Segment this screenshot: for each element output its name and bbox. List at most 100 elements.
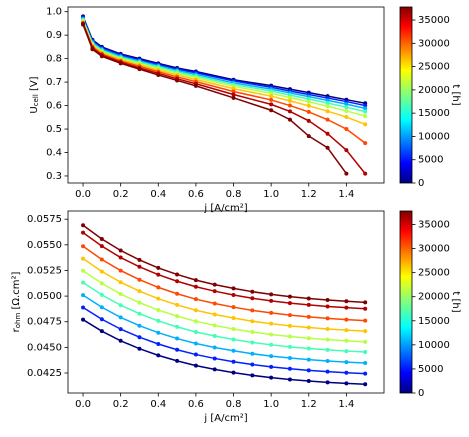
point [137,264,142,269]
point [363,109,368,114]
point [212,345,217,350]
point [250,296,255,301]
point [99,317,104,322]
point [118,255,123,260]
colorbar-tick-label: 10000 [418,131,450,142]
point [269,310,274,315]
y-tick-label: 0.5 [46,124,62,135]
point [156,265,161,270]
point [325,369,330,374]
point [287,313,292,318]
point [81,293,86,298]
axes-frame [67,210,385,394]
point [118,327,123,332]
point [344,370,349,375]
point [231,286,236,291]
colorbar-label: t [h] [450,291,461,312]
point [250,319,255,324]
point [306,357,311,362]
point [193,297,198,302]
point [344,338,349,343]
point [99,329,104,334]
y-axis-label-part: cell [32,94,40,106]
point [193,319,198,324]
point [175,279,180,284]
point [306,368,311,373]
point [212,367,217,372]
point [156,272,161,277]
point [287,377,292,382]
point [193,363,198,368]
point [193,284,198,289]
point [81,256,86,261]
series-line [82,319,366,386]
x-tick-label: 1.2 [301,189,317,200]
y-tick-label: 0.0425 [27,368,62,379]
point [306,325,311,330]
point [363,329,368,334]
y-tick-label: 0.0450 [27,342,62,353]
x-tick-label: 1.2 [301,399,317,410]
colorbar [399,6,413,184]
colorbar-tick-label: 15000 [418,316,450,327]
point [212,289,217,294]
point [325,316,330,321]
point [344,105,349,110]
point [137,67,142,72]
point [156,318,161,323]
series-line [82,23,366,175]
point [325,131,330,136]
point [363,103,368,108]
point [344,115,349,120]
point [193,83,198,88]
point [231,95,236,100]
point [325,337,330,342]
series-line [82,257,366,332]
point [344,381,349,386]
y-tick-label: 0.9 [46,30,62,41]
point [306,296,311,301]
point [344,299,349,304]
x-tick-label: 0.4 [150,399,166,410]
point [118,303,123,308]
point [99,54,104,59]
point [306,96,311,101]
point [269,354,274,359]
point [118,248,123,253]
point [118,268,123,273]
x-tick-label: 1.4 [338,399,354,410]
point [231,327,236,332]
point [231,86,236,91]
point [306,346,311,351]
y-tick-label: 0.3 [46,171,62,182]
point [325,347,330,352]
point [344,148,349,153]
point [137,323,142,328]
point [287,294,292,299]
point [250,289,255,294]
y-tick-label: 1.0 [46,7,62,18]
y-axis-label-part: r [11,327,22,332]
point [81,305,86,310]
point [269,91,274,96]
point [269,342,274,347]
point [344,171,349,176]
point [269,332,274,337]
x-tick-label: 0.2 [113,189,129,200]
point [81,223,86,228]
point [231,89,236,94]
point [287,344,292,349]
point [81,280,86,285]
point [363,371,368,376]
series-line [82,245,366,322]
point [250,362,255,367]
point [306,302,311,307]
y-tick-label: 0.0475 [27,317,62,328]
point [175,314,180,319]
point [344,108,349,113]
point [306,314,311,319]
point [193,352,198,357]
x-tick-label: 0.0 [75,189,91,200]
colorbar-tick-label: 15000 [418,108,450,119]
